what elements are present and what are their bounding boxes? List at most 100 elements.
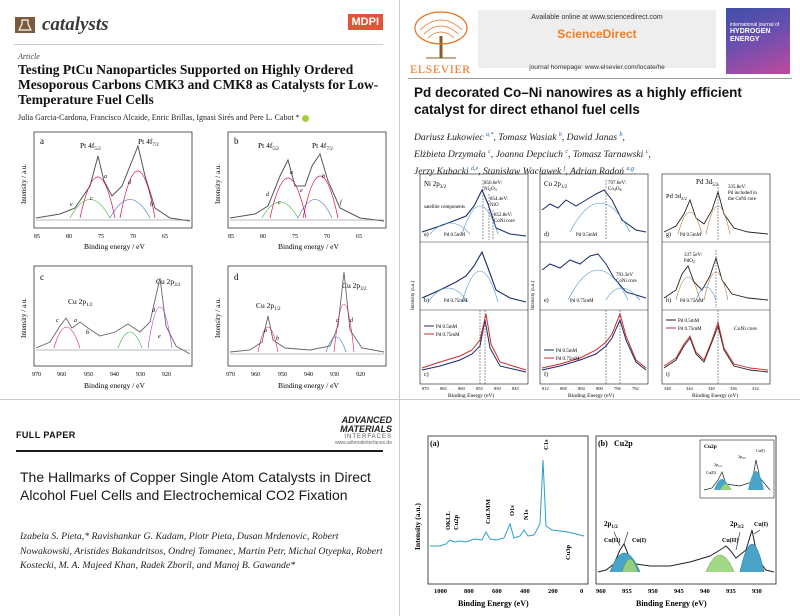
- tick: 332: [752, 386, 759, 391]
- component-label: e: [300, 188, 303, 194]
- peak-label: Cu 2p1/2: [256, 301, 281, 312]
- author-list: Julia Garcia-Cardona, Francisco Alcaide,…: [18, 113, 300, 122]
- tick: 950: [84, 372, 93, 378]
- tick: 960: [596, 588, 606, 595]
- subplot-c: c Cu 2p1/2 Cu 2p3/2 c a b d e Intensity …: [20, 265, 193, 390]
- header-divider: [408, 78, 792, 79]
- tick: 348: [664, 386, 672, 391]
- peak-label: C1s: [543, 439, 550, 450]
- inset-plot: Cu2p 2p3/2 2p1/2 Cu(I) Cu(II): [699, 439, 775, 499]
- header-divider: [16, 450, 383, 452]
- journal-line: INTERFACES: [344, 434, 392, 440]
- column-title: Co 2p1/2: [544, 180, 568, 190]
- elsevier-tree-logo: [406, 8, 476, 62]
- subpanel-label: e): [544, 297, 549, 304]
- paper-title: Testing PtCu Nanoparticles Supported on …: [18, 62, 379, 107]
- y-axis-label: Intensity (a.u.): [413, 503, 422, 550]
- paper-authors: Julia Garcia-Cardona, Francisco Alcaide,…: [18, 113, 388, 122]
- component-label: b: [86, 330, 89, 336]
- journal-cover: international journal of HYDROGEN ENERGY: [726, 8, 790, 74]
- x-ticks: 870 865 860 855 850 845: [422, 386, 520, 391]
- inset-label: Cu(II): [706, 470, 717, 475]
- annotation: satellite components: [424, 205, 465, 210]
- tick: 950: [648, 588, 658, 595]
- tick: 870: [422, 386, 430, 391]
- annotation: 856.6eV:: [484, 181, 502, 186]
- tick: 75: [98, 234, 104, 240]
- peak-label: Cu(II): [604, 537, 620, 544]
- sample-label: Pd 0.5mM: [680, 233, 702, 238]
- plot-title: Cu2p: [614, 439, 633, 448]
- annotation: Pd included in: [728, 191, 757, 196]
- inset-label: 2p1/2: [714, 462, 722, 468]
- tick: 860: [458, 386, 466, 391]
- annotation: Ni2O3: [484, 187, 497, 192]
- peak-label: Pt 4f5/2: [80, 141, 101, 152]
- y-axis-label: Intensity / a.u.: [20, 164, 28, 204]
- author: Dariusz Łukowiec: [414, 132, 484, 144]
- journal-homepage: journal homepage: www.elsevier.com/locat…: [529, 64, 665, 71]
- journal-name: catalysts: [42, 14, 109, 35]
- tick: 940: [110, 372, 119, 378]
- affiliation: d,e: [471, 166, 479, 173]
- y-axis-label: Intensity (a.u.): [531, 280, 536, 310]
- tick: 65: [356, 234, 362, 240]
- cu2p-plot: (b) Cu2p 2p1/2 Cu(II) Cu(I) 2p3/2 Cu(II)…: [595, 435, 777, 608]
- tick: 796: [614, 386, 622, 391]
- x-axis-label: Binding energy / eV: [278, 242, 339, 251]
- available-online: Available online at www.sciencedirect.co…: [531, 14, 663, 21]
- subplot-letter: c: [40, 272, 44, 282]
- peak-label: N1s: [523, 509, 530, 520]
- peak-label: Cu2p: [453, 514, 460, 530]
- affiliation: f: [563, 166, 566, 173]
- sample-label: Pd 0.5mM: [576, 233, 598, 238]
- inset-label: 2p3/2: [738, 454, 746, 460]
- legend-entry: Pd 0.75mM: [678, 327, 702, 332]
- x-ticks: 85 80 75 70 65: [34, 234, 168, 240]
- component-label: d: [350, 318, 354, 324]
- component-label: e: [158, 334, 161, 340]
- tick: 950: [278, 372, 287, 378]
- orcid-icon: [301, 114, 309, 122]
- component-label: a: [264, 328, 267, 334]
- tick: 344: [686, 386, 694, 391]
- paper-title: The Hallmarks of Copper Single Atom Cata…: [20, 469, 371, 503]
- x-ticks: 85 80 75 70 65: [228, 234, 362, 240]
- plot-label: (b): [598, 439, 608, 448]
- paper-title: Pd decorated Co–Ni nanowires as a highly…: [414, 85, 742, 117]
- column-title: Ni 2p3/2: [424, 180, 447, 190]
- annotation: 793.3eV: [616, 273, 633, 278]
- tick: 945: [674, 588, 685, 595]
- sample-label: Pd 0.5mM: [444, 233, 466, 238]
- annotation: NiO: [490, 203, 499, 208]
- subplot-b: b Pt 4f5/2 Pt 4f7/2 a d c e b f Intensit…: [214, 131, 387, 251]
- peak-label: Cu 2p3/2: [342, 281, 367, 292]
- tick: 845: [512, 386, 520, 391]
- tick: 800: [464, 588, 474, 595]
- peak-label: Cu 2p3/2: [156, 277, 181, 288]
- tick: 812: [542, 386, 549, 391]
- peak-label: OKLL: [445, 511, 452, 530]
- cover-title: HYDROGEN ENERGY: [730, 28, 771, 43]
- peak-label: CuLMM: [485, 499, 492, 524]
- inset-title: Cu2p: [704, 444, 717, 450]
- legend-entry: Pd 0.5mM: [556, 349, 578, 354]
- component-label: c: [56, 318, 59, 324]
- subplot-letter: b: [234, 136, 239, 146]
- column-pd: Pd 3d5/2 Pd 3d3/2 335.8eV: Pd included i…: [661, 173, 771, 399]
- peak-label: Pt 4f5/2: [258, 141, 279, 152]
- journal-logo: ADVANCED MATERIALS INTERFACES www.advmat…: [302, 416, 392, 447]
- y-axis-label: Intensity / a.u.: [214, 298, 222, 338]
- annotation: 797.6eV:: [608, 181, 626, 186]
- survey-plot: (a) Intensity (a.u.) OKLL Cu2p CuLMM O1s…: [413, 435, 589, 608]
- column-title: Pd 3d5/2: [696, 178, 719, 188]
- tick: 85: [228, 234, 234, 240]
- xps-survey-and-cu2p: (a) Intensity (a.u.) OKLL Cu2p CuLMM O1s…: [413, 435, 777, 608]
- tick: 920: [356, 372, 365, 378]
- tick: 955: [622, 588, 633, 595]
- component-label: c: [90, 196, 93, 202]
- peak-label: Cu 2p1/2: [68, 297, 93, 308]
- component-label: a: [74, 318, 77, 324]
- sample-label: Pd 0.75mM: [444, 299, 468, 304]
- peak-label: Cu3p: [565, 544, 572, 560]
